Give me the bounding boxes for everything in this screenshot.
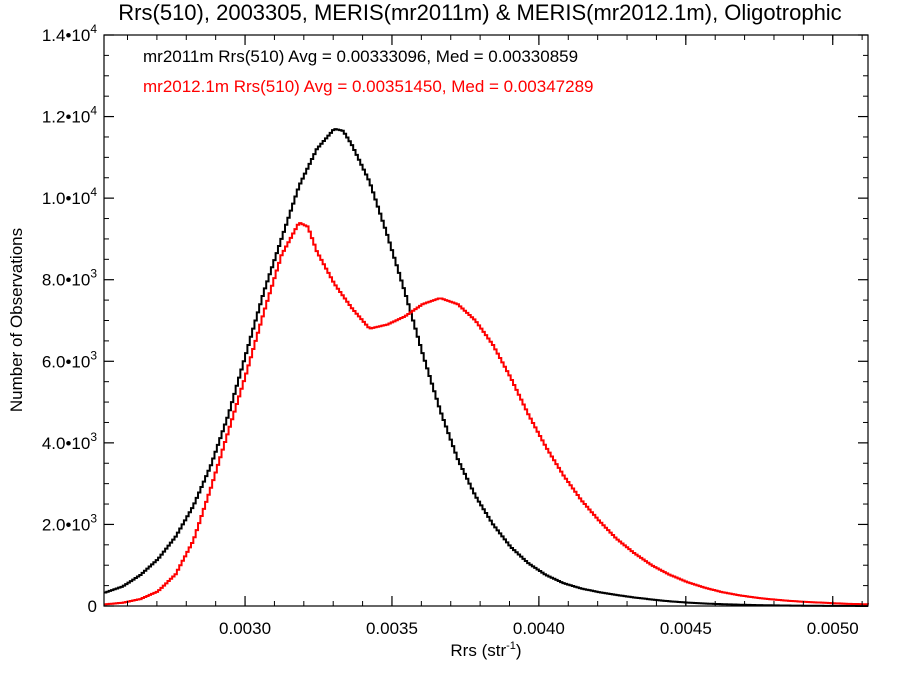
annotation-series-1: mr2011m Rrs(510) Avg = 0.00333096, Med =… [143,47,578,66]
y-axis-label: Number of Observations [7,228,26,412]
y-tick-label: 8.0•103 [42,267,98,290]
y-axis: 0 2.0•103 4.0•103 6.0•103 8.0•103 1.0•104 1.2•… [42,22,868,616]
y-tick-label: 1.0•104 [42,185,98,208]
annotation-series-2: mr2012.1m Rrs(510) Avg = 0.00351450, Med… [143,77,594,96]
x-tick-label: 0.0050 [807,619,859,638]
series-1-line [104,128,868,607]
y-tick-label: 1.2•104 [42,104,98,127]
y-tick-label: 6.0•103 [42,348,98,371]
x-tick-label: 0.0045 [660,619,712,638]
x-tick-label: 0.0040 [513,619,565,638]
x-axis-label: Rrs (str-1) [450,640,521,660]
series-layer [104,128,869,607]
y-tick-label: 0 [88,597,97,616]
plot-frame [103,34,869,607]
chart-title: Rrs(510), 2003305, MERIS(mr2011m) & MERI… [118,0,841,25]
x-axis: 0.0030 0.0035 0.0040 0.0045 0.0050 [127,35,863,638]
y-tick-label: 4.0•103 [42,430,98,453]
y-tick-label: 2.0•103 [42,511,98,534]
x-tick-label: 0.0030 [219,619,271,638]
series-2-line [104,222,869,606]
y-tick-label: 1.4•104 [42,22,98,45]
x-tick-label: 0.0035 [366,619,418,638]
